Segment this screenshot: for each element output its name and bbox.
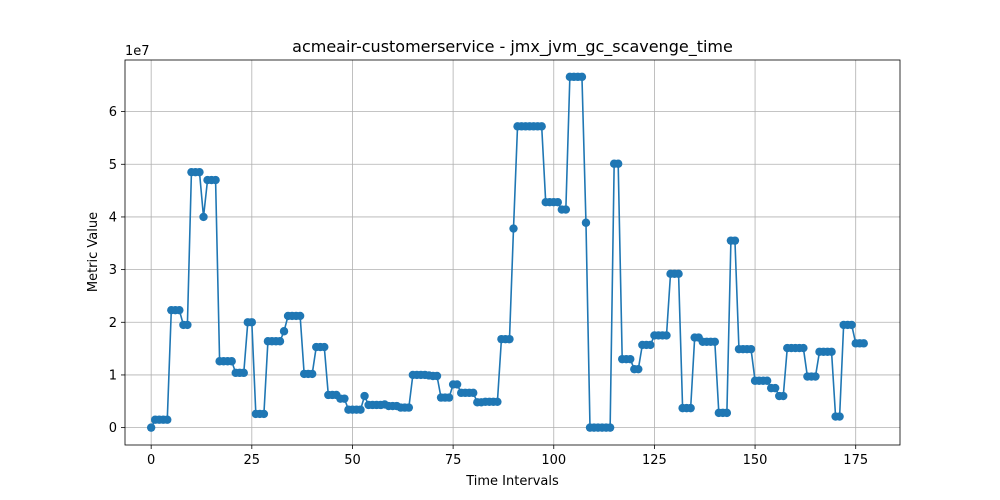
data-point — [762, 376, 772, 385]
data-point — [811, 372, 820, 381]
data-point — [746, 344, 756, 354]
y-tick-label: 4 — [109, 210, 117, 225]
data-point — [183, 320, 192, 330]
x-tick-label: 175 — [843, 453, 868, 468]
y-tick-label: 6 — [109, 105, 117, 120]
data-point — [259, 409, 269, 419]
y-tick-label: 5 — [109, 158, 117, 173]
data-point — [247, 318, 257, 327]
data-point — [626, 354, 635, 364]
x-tick-label: 150 — [743, 453, 768, 468]
x-tick-label: 125 — [642, 453, 667, 468]
data-markers — [146, 72, 868, 432]
data-point — [444, 393, 454, 402]
x-tick-label: 0 — [147, 453, 155, 468]
data-point — [770, 383, 780, 393]
data-point — [634, 364, 643, 374]
data-point — [340, 394, 349, 403]
data-point — [356, 405, 365, 414]
y-tick-label: 0 — [109, 421, 117, 436]
data-point — [211, 175, 220, 185]
data-point — [279, 327, 289, 336]
x-axis-label: Time Intervals — [465, 474, 559, 489]
data-point — [469, 388, 478, 398]
data-point — [577, 72, 587, 82]
plot-frame — [124, 59, 901, 446]
data-point — [163, 415, 172, 424]
data-point — [722, 408, 732, 418]
x-axis-ticks: 0 25 50 75 100 125 150 175 — [147, 445, 868, 468]
data-point — [581, 218, 591, 227]
data-point — [493, 397, 502, 407]
y-axis-ticks: 0 1 2 3 4 5 6 — [109, 105, 125, 436]
chart-title: acmeair-customerservice - jmx_jvm_gc_sca… — [292, 37, 733, 57]
data-point — [146, 423, 156, 432]
data-point — [308, 369, 317, 379]
x-tick-label: 100 — [541, 453, 566, 468]
y-tick-label: 2 — [109, 316, 117, 331]
data-point — [239, 368, 248, 378]
data-point — [710, 337, 720, 346]
data-point — [195, 167, 204, 177]
y-tick-label: 3 — [109, 263, 117, 278]
data-point — [613, 159, 623, 168]
data-point — [360, 391, 369, 401]
y-axis-offset-label: 1e7 — [125, 44, 150, 59]
data-point — [859, 339, 868, 348]
data-point — [847, 320, 856, 330]
data-point — [605, 423, 615, 432]
data-point — [295, 311, 305, 321]
data-point — [646, 340, 655, 350]
data-point — [730, 236, 740, 245]
data-point — [537, 122, 546, 131]
data-point — [827, 347, 836, 356]
data-point — [404, 403, 414, 412]
data-point — [561, 205, 571, 214]
data-point — [779, 391, 788, 401]
data-point — [553, 198, 562, 207]
x-tick-label: 50 — [344, 453, 361, 468]
data-point — [799, 343, 808, 353]
data-point — [509, 224, 518, 233]
data-point — [686, 403, 695, 413]
x-tick-label: 25 — [244, 453, 261, 468]
y-axis-label: Metric Value — [86, 212, 101, 292]
data-point — [432, 371, 442, 381]
data-point — [175, 305, 184, 315]
x-tick-label: 75 — [445, 453, 462, 468]
data-point — [320, 342, 329, 352]
data-point — [674, 269, 683, 279]
data-point — [505, 334, 514, 344]
data-point — [199, 212, 208, 222]
data-point — [662, 331, 671, 340]
data-point — [452, 380, 462, 389]
data-point — [275, 337, 285, 346]
y-tick-label: 1 — [109, 368, 117, 383]
data-point — [835, 412, 844, 421]
data-point — [227, 357, 236, 366]
